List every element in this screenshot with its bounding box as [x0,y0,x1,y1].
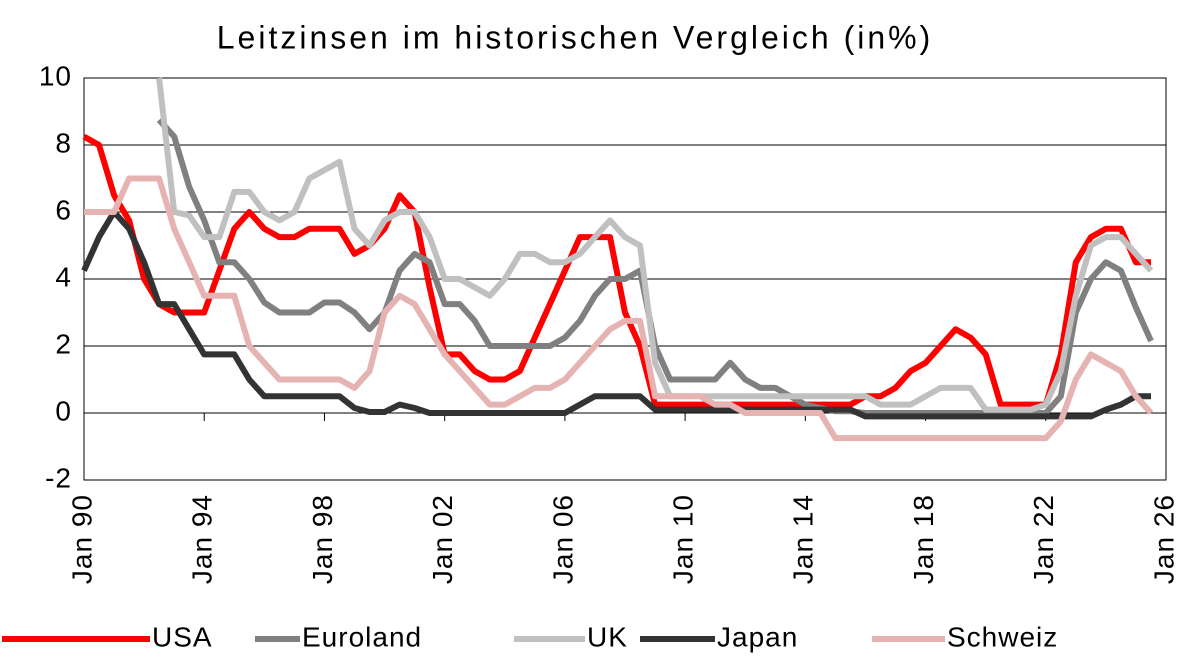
x-tick-label: Jan 90 [66,494,97,584]
y-tick-label: 10 [39,60,72,91]
legend-label: Euroland [302,621,422,652]
series-line [81,209,1151,420]
y-tick-label: 8 [55,127,72,158]
legend-label: UK [587,621,628,652]
legend-label: Schweiz [947,621,1058,652]
series-line [84,175,1154,442]
legend-label: USA [152,621,213,652]
y-tick-label: -2 [45,462,72,493]
y-tick-label: 2 [55,328,72,359]
x-tick-label: Jan 18 [908,494,939,584]
chart-title: Leitzinsen im historischen Vergleich (in… [217,19,933,55]
x-tick-label: Jan 22 [1028,494,1059,584]
y-tick-label: 6 [55,194,72,225]
x-tick-label: Jan 94 [187,494,218,584]
y-tick-label: 0 [55,395,72,426]
x-tick-label: Jan 26 [1148,494,1179,584]
x-tick-label: Jan 06 [547,494,578,584]
x-tick-label: Jan 98 [307,494,338,584]
legend-label: Japan [717,621,798,652]
x-tick-label: Jan 10 [668,494,699,584]
y-tick-label: 4 [55,261,72,292]
series-line [156,77,1154,413]
x-tick-label: Jan 14 [788,494,819,584]
x-tick-label: Jan 02 [427,494,458,584]
series-line [82,133,1151,408]
